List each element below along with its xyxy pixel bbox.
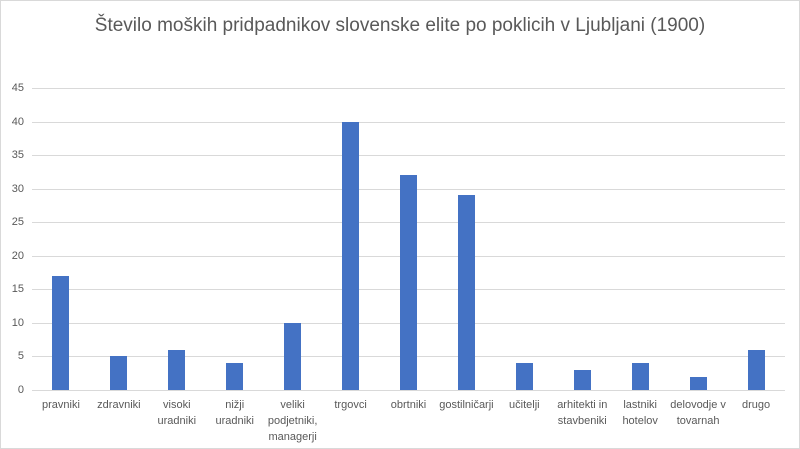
chart-title: Število moških pridpadnikov slovenske el… (94, 15, 706, 36)
gridline (32, 390, 785, 391)
x-axis-tick-label: lastniki hotelov (622, 399, 658, 427)
y-axis-tick-label: 20 (11, 249, 24, 262)
bar-gostilničarji (457, 195, 475, 390)
gridline (32, 121, 785, 123)
bar-veliki podjetniki, managerji (284, 322, 302, 390)
bar-slot (206, 88, 264, 390)
bar-slot (32, 88, 90, 390)
bar-arhitekti in stavbeniki (573, 369, 591, 390)
x-axis-tick-label: veliki podjetniki, managerji (267, 399, 318, 443)
x-axis-tick-label: arhitekti in stavbeniki (557, 399, 608, 427)
bar-nižji uradniki (226, 363, 244, 390)
y-axis-tick-label: 45 (11, 82, 24, 94)
bar-učitelji (515, 363, 533, 390)
y-axis-tick-label: 10 (11, 316, 24, 329)
x-axis-tick-label: trgovci (334, 399, 367, 411)
bar-slot (264, 88, 322, 390)
bar-pravniki (52, 275, 70, 390)
y-axis-tick-label: 5 (17, 350, 24, 363)
plot-area (32, 88, 785, 391)
y-axis-tick-label: 0 (17, 384, 24, 396)
bar-slot (611, 88, 669, 390)
x-axis-tick-label: obrtniki (390, 399, 427, 411)
y-axis-tick-label: 25 (11, 216, 24, 229)
x-axis: pravniki zdravniki visoki uradniki nižji ur… (32, 397, 785, 445)
bar-slot (148, 88, 206, 390)
x-axis-tick-label: pravniki (42, 399, 80, 411)
gridline (32, 88, 785, 89)
x-axis-tick-label: visoki uradniki (157, 399, 197, 427)
bar-slot (380, 88, 438, 390)
bar-trgovci (342, 121, 360, 390)
bar-slot (437, 88, 495, 390)
bar-slot (553, 88, 611, 390)
x-axis-tick-label: nižji uradniki (215, 399, 254, 427)
y-axis-tick-label: 15 (11, 283, 24, 296)
bar-zdravniki (110, 356, 128, 390)
bar-lastniki hotelov (631, 363, 649, 390)
x-axis-tick-label: drugo (741, 399, 771, 411)
bar-series (32, 88, 785, 390)
bar-slot (322, 88, 380, 390)
bar-drugo (747, 349, 765, 390)
bar-visoki uradniki (168, 349, 186, 390)
x-axis-tick-label: učitelji (509, 399, 540, 411)
bar-slot (495, 88, 553, 390)
bar-slot (90, 88, 148, 390)
x-axis-tick-label: zdravniki (97, 399, 141, 411)
bar-delovodje v tovarnah (689, 376, 707, 390)
y-axis-tick-label: 35 (11, 149, 24, 162)
y-axis-tick-label: 40 (11, 115, 24, 128)
x-axis-tick-label: delovodje v tovarnah (670, 399, 726, 427)
x-axis-tick-label: gostilničarji (439, 399, 494, 411)
gridline (32, 155, 785, 157)
bar-slot (669, 88, 727, 390)
bar-slot (727, 88, 785, 390)
bar-obrtniki (399, 175, 417, 390)
y-axis-tick-label: 30 (11, 182, 24, 195)
